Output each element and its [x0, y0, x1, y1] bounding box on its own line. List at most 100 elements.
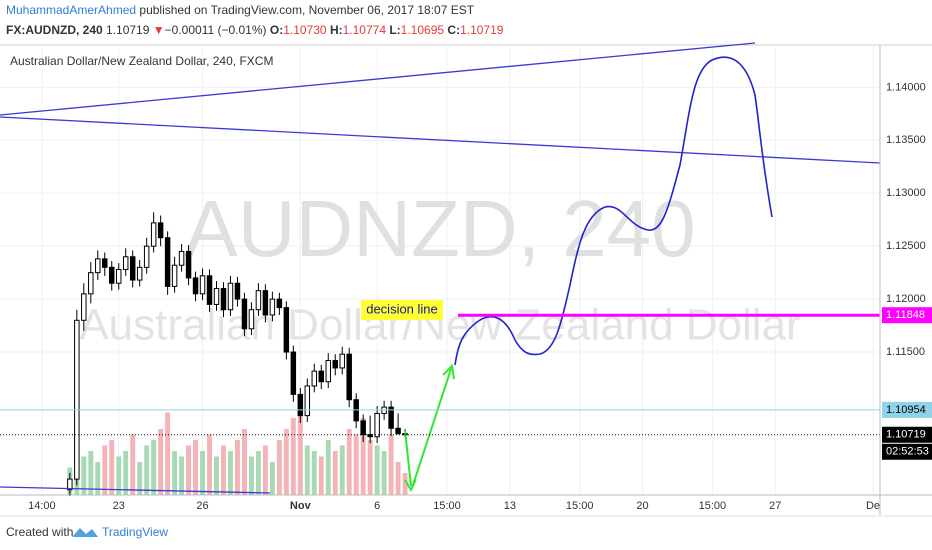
volume-bar: [214, 456, 219, 495]
candle-body: [178, 250, 185, 266]
y-tick-label: 1.11500: [886, 346, 925, 358]
x-tick-label: 6: [374, 500, 380, 512]
countdown-box: [882, 443, 932, 460]
l: 1.10695: [401, 23, 445, 37]
volume-bar: [262, 445, 268, 495]
volume-bar: [137, 462, 143, 495]
axes: 1.11500 1.12000 1.12500 1.13000 1.13500 1.140…: [28, 81, 926, 512]
volume-bar: [179, 456, 185, 495]
volume-bar: [200, 451, 205, 495]
candle-body: [318, 370, 325, 383]
drawings: [0, 42, 881, 494]
x-tick-label: 23: [113, 500, 125, 512]
volume-bar: [81, 456, 87, 495]
volume-bar: [144, 445, 150, 495]
candle-body: [164, 237, 171, 287]
volume-bar: [130, 434, 136, 495]
candle-body: [74, 319, 80, 480]
footer-created: Created with: [6, 525, 73, 539]
candle-body: [199, 275, 206, 295]
volume-bar: [360, 418, 366, 495]
volume-bar: [367, 440, 373, 495]
candle-body: [297, 393, 304, 417]
arrow: [411, 368, 452, 489]
volume-bar: [395, 462, 401, 495]
x-tick-label: 20: [636, 500, 648, 512]
volume-bar: [318, 456, 324, 495]
countdown: 02:52:53: [886, 446, 929, 458]
price-label: 1.10954: [886, 404, 926, 416]
header-line: MuhammadAmerAhmed published on TradingVi…: [6, 3, 475, 17]
volume-bar: [228, 451, 233, 495]
annotation: decision line: [366, 301, 438, 316]
y-tick-label: 1.13500: [886, 134, 926, 146]
arrow: [404, 429, 412, 487]
candle-body: [262, 290, 269, 316]
y-tick-label: 1.12500: [886, 240, 926, 252]
author[interactable]: MuhammadAmerAhmed: [6, 3, 136, 17]
volume-bar: [165, 412, 171, 495]
y-tick-label: 1.13000: [886, 187, 926, 199]
candle-body: [367, 434, 373, 438]
volume-bar: [381, 451, 387, 495]
o: 1.10730: [283, 23, 327, 37]
volume: [67, 407, 408, 495]
volume-bar: [248, 456, 254, 495]
x-tick-label: 26: [196, 500, 208, 512]
volume-bar: [193, 440, 198, 495]
c-label: C:: [447, 23, 460, 37]
volume-bar: [123, 451, 129, 495]
volume-bar: [151, 440, 157, 495]
projection-curve: [454, 56, 773, 366]
candle-body: [136, 266, 143, 281]
h: 1.10774: [343, 23, 387, 37]
volume-bar: [207, 434, 212, 495]
candle-body: [339, 353, 345, 369]
volume-bar: [172, 451, 178, 495]
x-tick-label: 13: [504, 500, 516, 512]
price-label-box: [882, 426, 932, 443]
chart-title: Australian Dollar/New Zealand Dollar, 24…: [10, 54, 273, 68]
candle-body: [325, 360, 331, 383]
volume-bar: [290, 418, 296, 495]
candle-body: [304, 385, 311, 417]
footer-brand[interactable]: TradingView: [102, 525, 168, 539]
watermark: AUDNZD, 240: [184, 184, 695, 273]
candle-body: [227, 282, 234, 311]
volume-bar: [346, 429, 352, 495]
c: 1.10719: [460, 23, 504, 37]
trend-line: [0, 116, 881, 164]
quote-line: FX:AUDNZD, 240 1.10719 ▼−0.00011 (−0.01%…: [6, 23, 504, 37]
h-label: H:: [330, 23, 343, 37]
candle-body: [269, 298, 276, 316]
candle-body: [185, 250, 192, 279]
candle-body: [255, 290, 262, 311]
last: 1.10719: [106, 23, 150, 37]
logo: [72, 528, 98, 537]
candle-body: [109, 266, 115, 284]
price-label-box: [882, 401, 932, 418]
x-tick-label: Nov: [290, 500, 312, 512]
candle-body: [234, 282, 241, 300]
x-tick-label: De: [866, 500, 880, 512]
volume-bar: [332, 451, 338, 495]
volume-bar: [88, 451, 94, 495]
volume-bar: [388, 434, 394, 495]
volume-bar: [95, 462, 101, 495]
candle-body: [374, 412, 380, 438]
candle-body: [150, 222, 157, 247]
volume-bar: [374, 445, 380, 495]
volume-bar: [353, 434, 359, 495]
y-tick-label: 1.14000: [886, 81, 926, 93]
volume-bar: [339, 445, 345, 495]
volume-bar: [116, 456, 122, 495]
volume-bar: [304, 445, 310, 495]
candle-body: [102, 258, 108, 268]
volume-bar: [242, 429, 247, 495]
published: published on TradingView.com, November 0…: [136, 3, 475, 17]
x-tick-label: 14:00: [28, 500, 56, 512]
volume-bar: [269, 462, 275, 495]
candle-body: [290, 351, 297, 395]
candle-body: [157, 222, 164, 239]
